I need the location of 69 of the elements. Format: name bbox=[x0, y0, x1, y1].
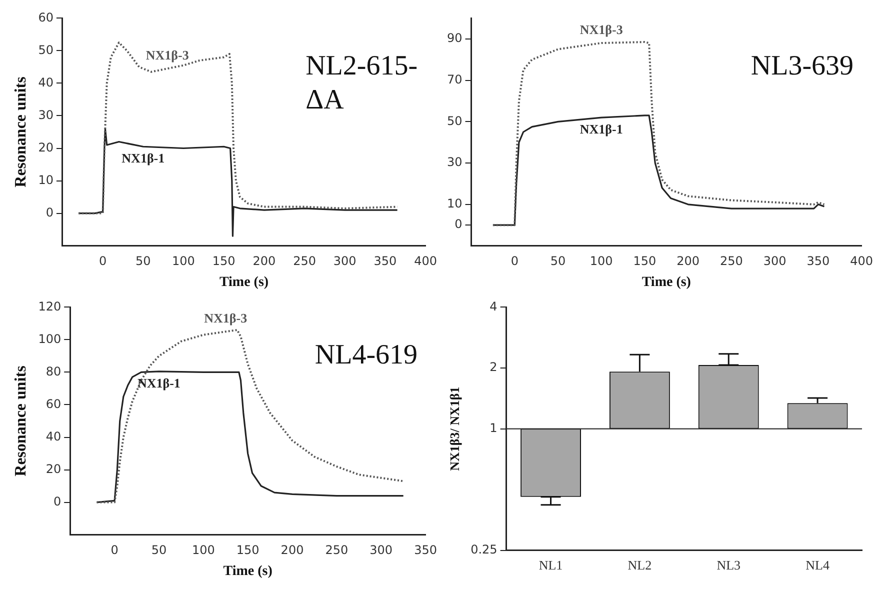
y-tick-label: 80 bbox=[46, 364, 62, 378]
y-tick-label: 0 bbox=[454, 217, 462, 232]
series-label: NX1β-3 bbox=[146, 47, 190, 62]
x-tick-label: 50 bbox=[151, 543, 167, 558]
y-tick-label: 0 bbox=[46, 205, 54, 220]
y-tick-label: 70 bbox=[446, 72, 462, 86]
y-tick-label: 20 bbox=[38, 140, 54, 154]
x-tick-label: 300 bbox=[370, 543, 393, 558]
y-tick-label: 100 bbox=[38, 332, 62, 346]
y-axis-title: Resonance units bbox=[12, 366, 30, 476]
y-tick-label: 50 bbox=[446, 114, 462, 128]
x-tick-label: NL1 bbox=[538, 558, 563, 573]
y-tick-label: 50 bbox=[38, 42, 54, 57]
x-tick-label: 100 bbox=[192, 543, 215, 558]
x-tick-label: 200 bbox=[252, 254, 276, 268]
y-axis-title: NX1β3/ NX1β1 bbox=[447, 386, 462, 471]
x-tick-label: NL2 bbox=[628, 558, 652, 573]
y-tick-label: 30 bbox=[38, 108, 54, 122]
text: NL3-639 bbox=[750, 50, 854, 82]
x-tick-label: 50 bbox=[550, 254, 566, 268]
x-tick-label: 0 bbox=[510, 254, 518, 268]
x-tick-label: 400 bbox=[850, 254, 873, 268]
y-tick-label: 40 bbox=[38, 75, 54, 90]
y-tick-label: 0 bbox=[53, 494, 62, 508]
x-tick-label: 150 bbox=[633, 254, 656, 268]
y-tick-label: 20 bbox=[46, 462, 62, 476]
series-label: NX1β-3 bbox=[204, 310, 248, 326]
x-tick-label: 50 bbox=[136, 254, 151, 268]
series-label: NX1β-1 bbox=[580, 121, 623, 136]
x-tick-label: 400 bbox=[414, 254, 437, 268]
x-tick-label: 350 bbox=[414, 543, 437, 558]
series-label: NX1β-3 bbox=[580, 22, 624, 37]
y-tick-label: 4 bbox=[490, 299, 498, 314]
series-label: NX1β-1 bbox=[122, 150, 165, 166]
y-tick-label: 40 bbox=[46, 429, 62, 444]
x-tick-label: 250 bbox=[325, 543, 348, 558]
y-tick-label: 10 bbox=[38, 172, 54, 187]
y-tick-label: 1 bbox=[490, 420, 498, 435]
x-axis-title: Time (s) bbox=[223, 564, 273, 580]
text: NL4-619 bbox=[314, 340, 418, 371]
y-tick-label: 60 bbox=[38, 10, 54, 24]
y-tick-label: 0.25 bbox=[470, 542, 498, 557]
x-tick-label: 200 bbox=[280, 543, 304, 558]
y-axis-title: Resonance units bbox=[12, 76, 30, 188]
x-tick-label: NL4 bbox=[806, 558, 830, 573]
x-tick-label: 0 bbox=[110, 543, 118, 558]
x-tick-label: 350 bbox=[374, 254, 397, 268]
x-axis-title: Time (s) bbox=[219, 275, 269, 290]
x-tick-label: 350 bbox=[806, 254, 830, 268]
x-tick-label: 300 bbox=[333, 254, 356, 268]
y-tick-label: 30 bbox=[446, 155, 462, 170]
x-tick-label: 0 bbox=[98, 254, 107, 268]
x-tick-label: 150 bbox=[236, 543, 260, 558]
x-tick-label: 100 bbox=[172, 254, 195, 268]
x-tick-label: 100 bbox=[590, 254, 613, 268]
y-tick-label: 2 bbox=[490, 360, 498, 374]
x-axis-title: Time (s) bbox=[642, 275, 692, 290]
x-tick-label: 250 bbox=[720, 254, 743, 268]
y-tick-label: 10 bbox=[446, 196, 462, 211]
x-tick-label: 250 bbox=[293, 254, 316, 268]
y-tick-label: 60 bbox=[46, 396, 62, 411]
x-tick-label: NL3 bbox=[716, 558, 741, 573]
y-tick-label: 120 bbox=[38, 299, 62, 314]
x-tick-label: 200 bbox=[676, 254, 700, 268]
text: NL2-615-ΔA bbox=[306, 50, 418, 116]
x-tick-label: 300 bbox=[763, 254, 786, 268]
series-label: NX1β-1 bbox=[137, 375, 180, 390]
x-tick-label: 150 bbox=[212, 254, 236, 268]
y-tick-label: 90 bbox=[446, 31, 462, 46]
